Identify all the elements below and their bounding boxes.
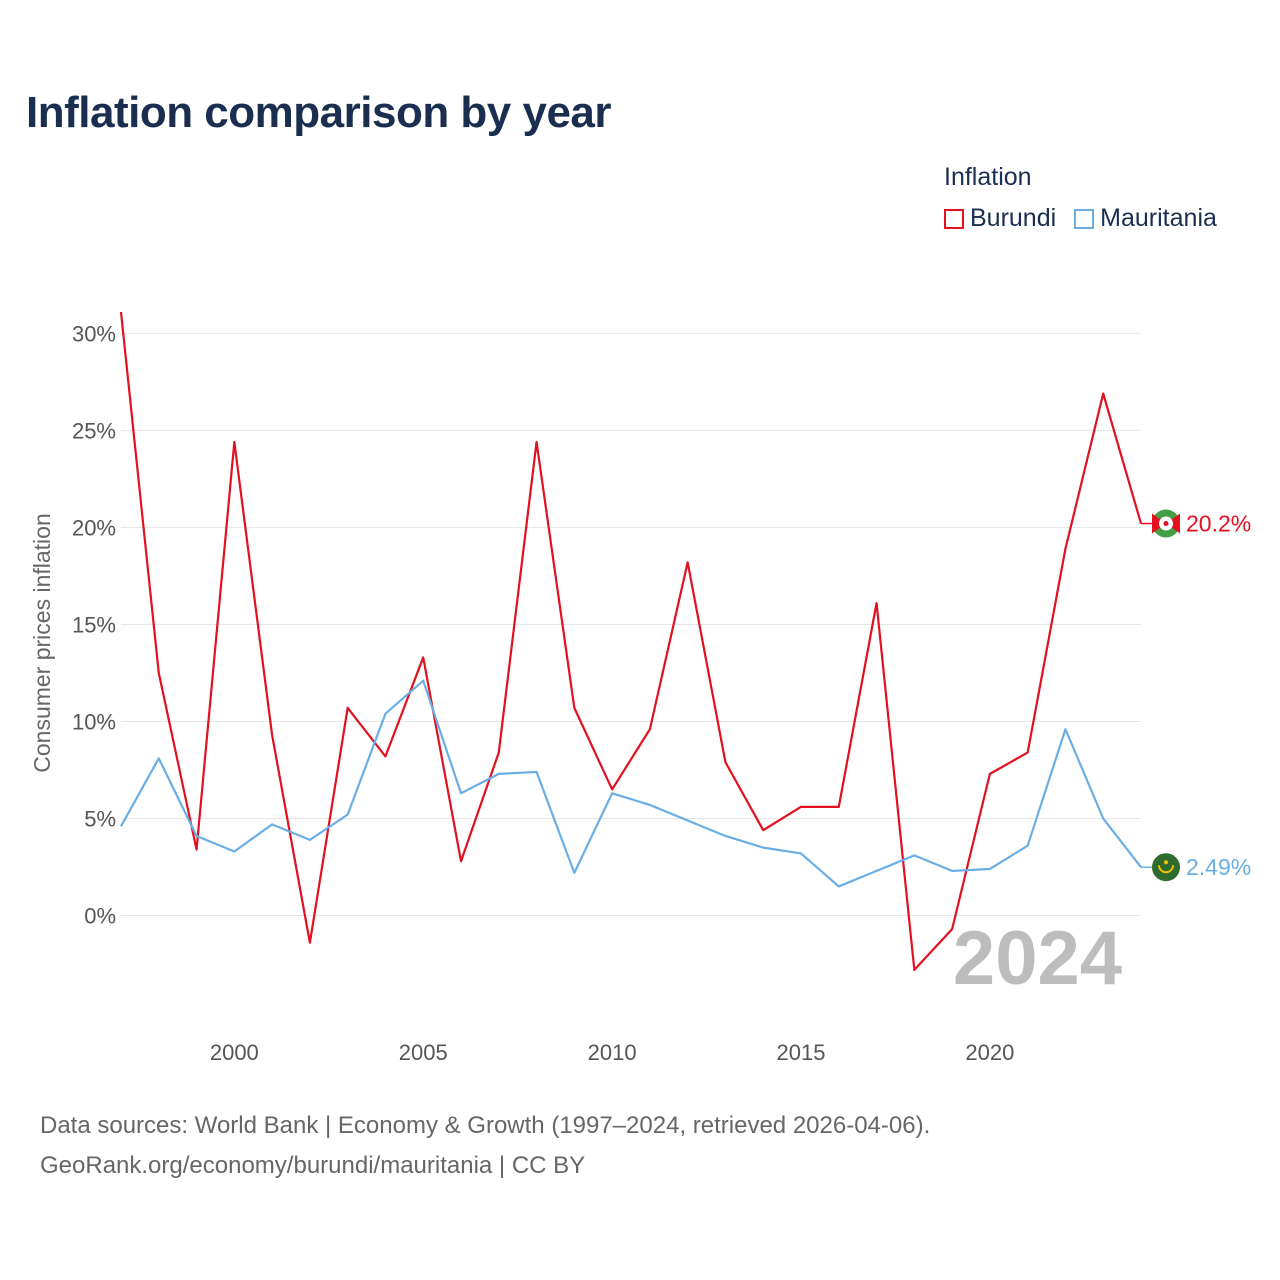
y-axis-label: Consumer prices inflation (29, 513, 55, 773)
end-label-burundi: 20.2% (1186, 511, 1251, 537)
flag-icon-mauritania (1152, 853, 1180, 882)
end-markers: 20.2% 2.49% (1141, 509, 1251, 882)
legend-swatch-mauritania (1074, 208, 1095, 229)
footer: Data sources: World Bank | Economy & Gro… (40, 1106, 930, 1186)
legend-swatch-burundi (944, 208, 964, 229)
y-tick-label: 15% (72, 612, 116, 637)
legend-label-mauritania: Mauritania (1100, 204, 1217, 232)
y-tick-label: 25% (72, 418, 116, 443)
x-tick-label: 2005 (399, 1040, 448, 1065)
series-line-burundi (119, 311, 1143, 971)
legend-title: Inflation (944, 163, 1032, 191)
legend-item-mauritania[interactable]: Mauritania (1074, 204, 1217, 233)
x-tick-label: 2015 (777, 1040, 826, 1065)
y-axis-ticks: 0% 5% 10% 15% 20% 25% 30% (72, 321, 116, 928)
end-label-mauritania: 2.49% (1186, 854, 1251, 880)
series-line-mauritania (120, 679, 1142, 888)
y-tick-label: 30% (72, 321, 116, 346)
legend-label-burundi: Burundi (970, 204, 1057, 232)
footer-sources: Data sources: World Bank | Economy & Gro… (40, 1112, 931, 1139)
y-tick-label: 20% (72, 515, 116, 540)
year-watermark: 2024 (953, 916, 1122, 1001)
y-tick-label: 5% (84, 807, 116, 832)
y-tick-label: 10% (72, 709, 116, 734)
x-axis-ticks: 2000 2005 2010 2015 2020 (210, 1040, 1015, 1065)
legend-item-burundi[interactable]: Burundi (944, 204, 1056, 233)
footer-link[interactable]: GeoRank.org/economy/burundi/mauritania |… (40, 1152, 586, 1179)
flag-icon-burundi (1152, 509, 1180, 538)
chart-title: Inflation comparison by year (26, 88, 612, 137)
x-tick-label: 2000 (210, 1040, 259, 1065)
x-tick-label: 2010 (588, 1040, 637, 1065)
legend: Burundi Mauritania (944, 204, 1235, 233)
x-tick-label: 2020 (965, 1040, 1014, 1065)
series-lines (119, 311, 1143, 971)
grid (121, 332, 1141, 917)
y-tick-label: 0% (84, 904, 116, 929)
